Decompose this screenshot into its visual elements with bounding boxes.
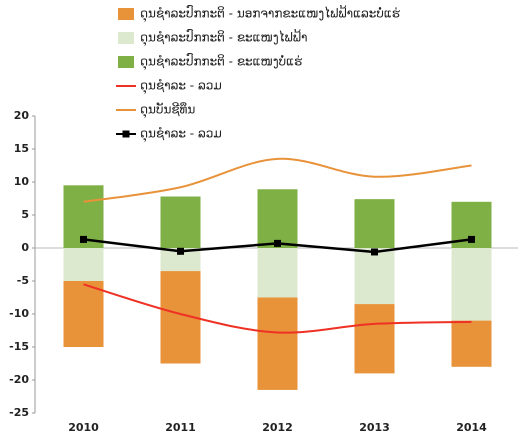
bar	[257, 248, 298, 298]
line	[83, 283, 472, 334]
bar	[257, 189, 298, 248]
legend-label: ດຸນຊໍາລະປົກກະຕິ - ນອກຈາກຂະແໜງໄຟຟ້າແລະບໍ່…	[140, 4, 401, 22]
y-tick-label: 15	[14, 142, 29, 155]
x-tick-label: 2011	[165, 421, 196, 434]
legend-label: ດຸນຊໍາລະ - ລວມ	[140, 78, 222, 94]
legend-swatch	[118, 8, 134, 20]
marker	[274, 239, 281, 247]
bar	[451, 248, 492, 321]
y-tick-label: 10	[14, 175, 30, 188]
y-tick-label: -10	[9, 307, 29, 320]
legend-label: ດຸນບັນຊີທຶນ	[140, 101, 195, 118]
legend-label: ດຸນຊໍາລະປົກກະຕິ - ຂະແໜງໄຟຟ້າ	[140, 28, 307, 46]
bar	[354, 248, 395, 305]
y-tick-label: 0	[21, 241, 29, 254]
legend-marker	[122, 130, 130, 138]
marker	[80, 235, 87, 243]
bar	[160, 248, 201, 272]
bar	[63, 248, 104, 281]
legend-swatch	[118, 32, 134, 44]
marker	[371, 248, 378, 256]
y-tick-label: -5	[17, 274, 29, 287]
y-tick-label: -15	[9, 340, 29, 353]
marker	[177, 247, 184, 255]
bar	[354, 199, 395, 248]
bar	[63, 281, 104, 347]
bar	[160, 196, 201, 248]
bar	[354, 304, 395, 374]
legend-label: ດຸນຊໍາລະປົກກະຕິ - ຂະແໜງບໍ່ແຮ່	[140, 53, 303, 70]
x-tick-label: 2012	[262, 421, 293, 434]
y-tick-label: 20	[14, 109, 30, 122]
marker	[468, 235, 475, 243]
y-tick-label: -20	[9, 373, 29, 386]
legend-swatch	[118, 56, 134, 68]
line	[83, 157, 472, 203]
x-tick-label: 2013	[359, 421, 390, 434]
y-tick-label: -25	[9, 406, 29, 419]
y-tick-label: 5	[21, 208, 29, 221]
bar	[257, 297, 298, 390]
legend-label: ດຸນຊໍາລະ - ລວມ	[140, 126, 222, 142]
bar	[451, 320, 492, 367]
x-tick-label: 2010	[68, 421, 99, 434]
x-tick-label: 2014	[456, 421, 487, 434]
